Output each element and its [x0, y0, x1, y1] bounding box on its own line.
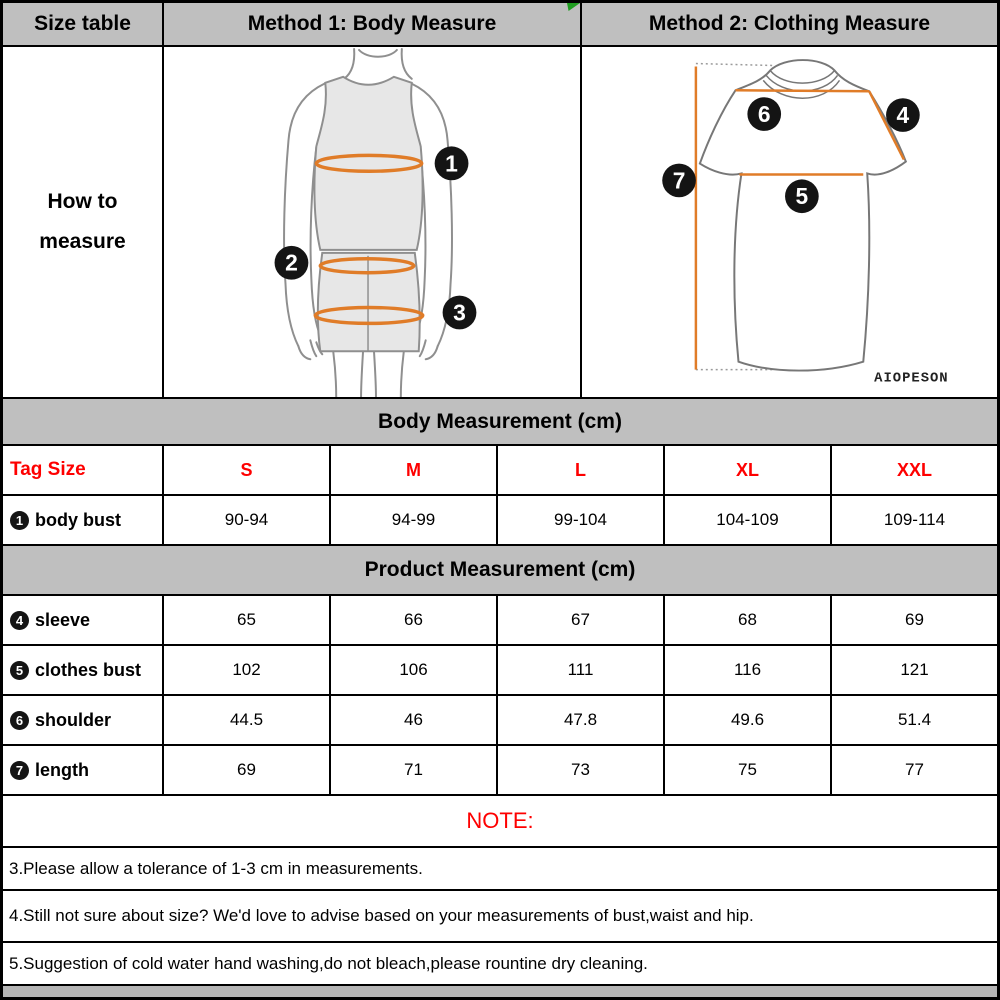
note-section-title-row: NOTE:: [3, 796, 997, 848]
size-col-m: M: [331, 446, 498, 494]
length-m: 71: [331, 746, 498, 794]
note-item-2: 4.Still not sure about size? We'd love t…: [3, 891, 997, 943]
marker-3-icon: [442, 295, 477, 330]
shoulder-xl: 49.6: [665, 696, 832, 744]
marker-7-label: 7: [673, 167, 686, 193]
size-col-xl: XL: [665, 446, 832, 494]
table-row-shoulder: 6 shoulder 44.5 46 47.8 49.6 51.4: [3, 696, 997, 746]
marker-2-label: 2: [285, 250, 298, 276]
body-figure-illustration: 1 2 3: [274, 47, 477, 397]
row-label-length: 7 length: [3, 746, 164, 794]
how-to-line2: measure: [39, 230, 126, 253]
note-item-3: 5.Suggestion of cold water hand washing,…: [3, 943, 997, 986]
waist-measure-line: [318, 257, 416, 275]
marker-6-icon: [747, 97, 782, 131]
note-item-1: 3.Please allow a tolerance of 1-3 cm in …: [3, 848, 997, 891]
size-col-l: L: [498, 446, 665, 494]
note-title: NOTE:: [466, 808, 534, 833]
marker-3-label: 3: [453, 299, 466, 325]
bottom-strip: [3, 986, 997, 997]
sleeve-s: 65: [164, 596, 331, 644]
table-row-body-bust: 1 body bust 90-94 94-99 99-104 104-109 1…: [3, 496, 997, 546]
header-size-table: Size table: [3, 3, 164, 45]
table-row-sleeve: 4 sleeve 65 66 67 68 69: [3, 596, 997, 646]
sleeve-xxl: 69: [905, 610, 924, 629]
how-to-line1: How to: [47, 190, 118, 213]
sleeve-m: 66: [331, 596, 498, 644]
shoulder-xxl: 51.4: [897, 710, 932, 729]
length-xl: 75: [665, 746, 832, 794]
header-method2-label: Method 2: Clothing Measure: [648, 12, 931, 35]
clothes-bust-l: 111: [498, 646, 665, 694]
body-measure-lines: [313, 153, 425, 326]
circled-5-icon: 5: [10, 660, 29, 680]
circled-1-icon: 1: [10, 510, 29, 530]
clothes-bust-m: 106: [331, 646, 498, 694]
green-corner-marker: [567, 3, 580, 11]
shoulder-s: 44.5: [164, 696, 331, 744]
size-col-xxl: XXL: [896, 459, 932, 480]
circled-4-icon: 4: [10, 610, 29, 630]
tag-size-header: Tag Size: [3, 446, 164, 494]
bust-measure-line: [314, 153, 424, 174]
circled-6-icon: 6: [10, 710, 29, 730]
body-measure-diagram: 1 2 3: [164, 47, 582, 397]
tag-size-header-row: Tag Size S M L XL XXL: [3, 446, 997, 496]
body-bust-s: 90-94: [164, 496, 331, 544]
sleeve-measure-line: [868, 90, 905, 161]
row-label-body-bust: 1 body bust: [3, 496, 164, 544]
marker-7-icon: [662, 163, 696, 198]
length-s: 69: [164, 746, 331, 794]
clothes-bust-s: 102: [164, 646, 331, 694]
product-measurement-title: Product Measurement (cm): [3, 546, 997, 596]
shoulder-l: 47.8: [498, 696, 665, 744]
tshirt-outline: [698, 59, 908, 372]
header-method1-label: Method 1: Body Measure: [247, 12, 497, 35]
brand-text: AIOPESON: [874, 370, 948, 386]
clothes-bust-xl: 116: [665, 646, 832, 694]
how-to-measure-label: How to measure: [3, 47, 164, 397]
shoulder-measure-line: [735, 89, 870, 93]
row-label-sleeve: 4 sleeve: [3, 596, 164, 644]
marker-1-icon: [434, 146, 469, 181]
marker-1-label: 1: [445, 150, 458, 176]
body-bust-xl: 104-109: [665, 496, 832, 544]
row-label-shoulder: 6 shoulder: [3, 696, 164, 744]
body-bust-xxl: 109-114: [883, 510, 946, 529]
clothing-measure-diagram: 6 4 7 5 AIOPESON: [582, 47, 997, 397]
tank-top-shape: [313, 75, 424, 251]
table-row-length: 7 length 69 71 73 75 77: [3, 746, 997, 796]
header-method2: Method 2: Clothing Measure: [582, 3, 997, 45]
illustration-row: How to measure: [3, 47, 997, 399]
marker-5-icon: [785, 179, 819, 214]
top-header-row: Size table Method 1: Body Measure Method…: [3, 3, 997, 47]
sleeve-xl: 68: [665, 596, 832, 644]
size-col-s: S: [164, 446, 331, 494]
marker-4-label: 4: [897, 102, 910, 128]
hip-measure-line: [313, 305, 425, 326]
marker-2-icon: [274, 245, 309, 280]
circled-7-icon: 7: [10, 760, 29, 780]
tshirt-illustration: 6 4 7 5 AIOPESON: [662, 59, 948, 386]
clothes-bust-xxl: 121: [900, 660, 929, 679]
clothing-measure-lines: [694, 66, 905, 370]
length-l: 73: [498, 746, 665, 794]
body-measurement-title: Body Measurement (cm): [3, 399, 997, 446]
sleeve-l: 67: [498, 596, 665, 644]
table-row-clothes-bust: 5 clothes bust 102 106 111 116 121: [3, 646, 997, 696]
body-bust-m: 94-99: [331, 496, 498, 544]
body-bust-l: 99-104: [498, 496, 665, 544]
length-xxl: 77: [905, 760, 924, 779]
row-label-clothes-bust: 5 clothes bust: [3, 646, 164, 694]
marker-5-label: 5: [796, 183, 809, 209]
shoulder-m: 46: [331, 696, 498, 744]
marker-6-label: 6: [758, 101, 771, 127]
header-method1: Method 1: Body Measure: [164, 3, 582, 45]
marker-4-icon: [886, 98, 920, 132]
